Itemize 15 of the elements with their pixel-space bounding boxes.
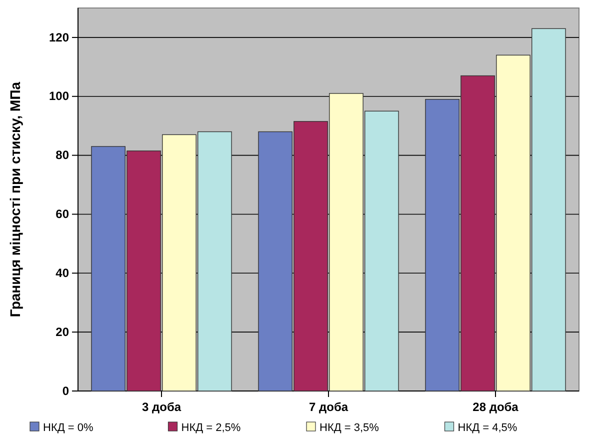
y-tick-label: 120 (48, 30, 70, 44)
y-tick-label: 20 (56, 324, 70, 339)
y-tick-label: 100 (48, 89, 70, 104)
legend-label: НКД = 4,5% (458, 422, 518, 434)
legend-label: НКД = 2,5% (181, 422, 241, 434)
y-tick-label: 40 (56, 266, 70, 280)
y-tick-label: 60 (56, 207, 70, 222)
y-tick-label: 0 (62, 384, 70, 398)
legend-label: НКД = 3,5% (320, 422, 380, 434)
y-axis-title: Границя міцності при стиску, МПа (7, 82, 23, 318)
x-tick-label: 7 доба (308, 400, 348, 414)
x-tick-label: 28 доба (472, 400, 519, 414)
y-tick-label: 80 (56, 148, 70, 162)
legend-label: НКД = 0% (43, 422, 94, 434)
x-tick-label: 3 доба (142, 400, 182, 414)
